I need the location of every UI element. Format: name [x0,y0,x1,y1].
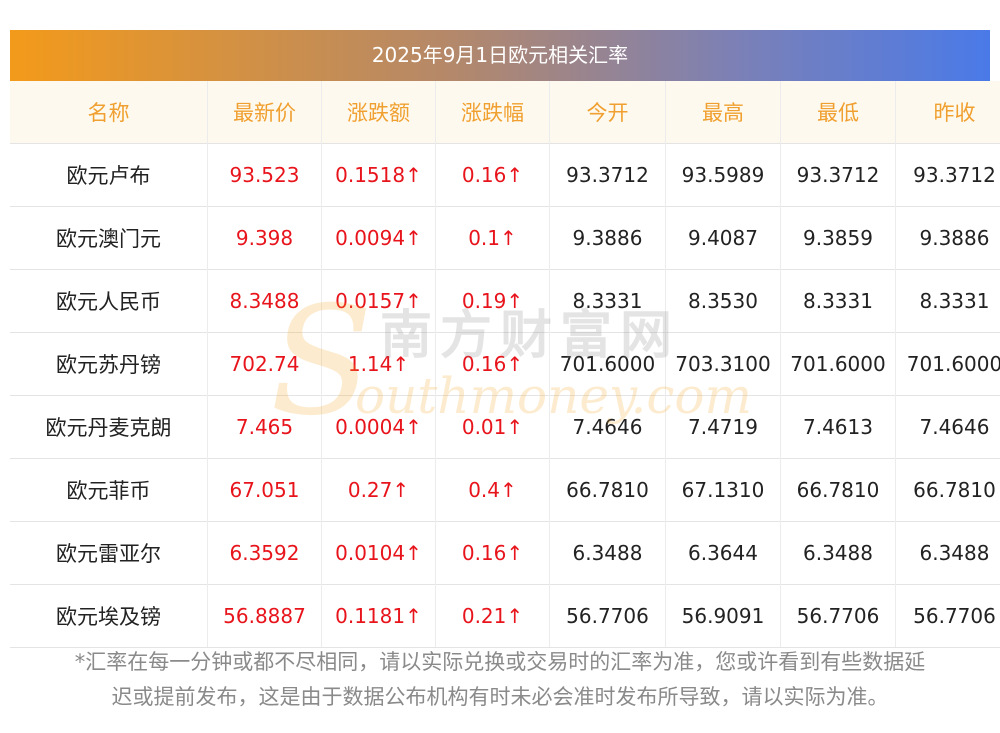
cell-prev: 56.7706 [895,584,1000,648]
cell-low: 93.3712 [780,143,896,207]
table-row: 欧元卢布 93.523 0.1518↑ 0.16↑ 93.3712 93.5989 93.3… [10,143,1000,207]
cell-change: 0.0094↑ [321,206,436,270]
cell-prev: 66.7810 [895,458,1000,522]
table-row: 欧元雷亚尔 6.3592 0.0104↑ 0.16↑ 6.3488 6.3644 6.348… [10,521,1000,585]
table-row: 欧元人民币 8.3488 0.0157↑ 0.19↑ 8.3331 8.3530 8.333… [10,269,1000,333]
cell-high: 93.5989 [665,143,781,207]
cell-name: 欧元澳门元 [10,206,208,270]
column-header-open: 今开 [549,81,666,144]
footnote-line-2: 迟或提前发布，这是由于数据公布机构有时未必会准时发布所导致，请以实际为准。 [111,685,889,709]
cell-low: 9.3859 [780,206,896,270]
cell-open: 8.3331 [549,269,666,333]
table-header-row: 名称 最新价 涨跌额 涨跌幅 今开 最高 最低 昨收 [10,81,1000,144]
cell-pct: 0.1↑ [435,206,550,270]
rates-table: 名称 最新价 涨跌额 涨跌幅 今开 最高 最低 昨收 欧元卢布 93.523 0.1… [10,81,1000,648]
cell-high: 8.3530 [665,269,781,333]
cell-prev: 6.3488 [895,521,1000,585]
table-row: 欧元菲币 67.051 0.27↑ 0.4↑ 66.7810 67.1310 66.7810… [10,458,1000,522]
cell-pct: 0.4↑ [435,458,550,522]
cell-open: 66.7810 [549,458,666,522]
cell-change: 1.14↑ [321,332,436,396]
cell-change: 0.0004↑ [321,395,436,459]
cell-open: 701.6000 [549,332,666,396]
cell-high: 703.3100 [665,332,781,396]
cell-low: 56.7706 [780,584,896,648]
cell-name: 欧元菲币 [10,458,208,522]
cell-open: 9.3886 [549,206,666,270]
cell-pct: 0.16↑ [435,332,550,396]
cell-change: 0.27↑ [321,458,436,522]
cell-prev: 8.3331 [895,269,1000,333]
footnote-line-1: *汇率在每一分钟或都不尽相同，请以实际兑换或交易时的汇率为准，您或许看到有些数据… [74,650,926,674]
cell-low: 6.3488 [780,521,896,585]
column-header-name: 名称 [10,81,208,144]
cell-open: 7.4646 [549,395,666,459]
cell-change: 0.1181↑ [321,584,436,648]
cell-pct: 0.16↑ [435,521,550,585]
cell-name: 欧元卢布 [10,143,208,207]
cell-latest: 93.523 [207,143,322,207]
cell-name: 欧元丹麦克朗 [10,395,208,459]
column-header-low: 最低 [780,81,896,144]
column-header-latest: 最新价 [207,81,322,144]
cell-low: 8.3331 [780,269,896,333]
cell-high: 67.1310 [665,458,781,522]
column-header-pct: 涨跌幅 [435,81,550,144]
column-header-prev: 昨收 [895,81,1000,144]
cell-change: 0.0104↑ [321,521,436,585]
cell-pct: 0.21↑ [435,584,550,648]
cell-latest: 6.3592 [207,521,322,585]
column-header-change: 涨跌额 [321,81,436,144]
cell-latest: 67.051 [207,458,322,522]
table-row: 欧元苏丹镑 702.74 1.14↑ 0.16↑ 701.6000 703.3100 701… [10,332,1000,396]
cell-open: 6.3488 [549,521,666,585]
cell-high: 6.3644 [665,521,781,585]
cell-low: 7.4613 [780,395,896,459]
cell-prev: 93.3712 [895,143,1000,207]
cell-latest: 9.398 [207,206,322,270]
cell-low: 701.6000 [780,332,896,396]
cell-prev: 9.3886 [895,206,1000,270]
footnote: *汇率在每一分钟或都不尽相同，请以实际兑换或交易时的汇率为准，您或许看到有些数据… [10,645,990,715]
cell-open: 93.3712 [549,143,666,207]
cell-name: 欧元雷亚尔 [10,521,208,585]
cell-pct: 0.19↑ [435,269,550,333]
cell-latest: 8.3488 [207,269,322,333]
cell-latest: 702.74 [207,332,322,396]
cell-high: 56.9091 [665,584,781,648]
cell-change: 0.0157↑ [321,269,436,333]
cell-name: 欧元人民币 [10,269,208,333]
table-row: 欧元澳门元 9.398 0.0094↑ 0.1↑ 9.3886 9.4087 9.3859 9… [10,206,1000,270]
page-title: 2025年9月1日欧元相关汇率 [10,30,990,81]
cell-name: 欧元苏丹镑 [10,332,208,396]
cell-pct: 0.16↑ [435,143,550,207]
cell-open: 56.7706 [549,584,666,648]
cell-pct: 0.01↑ [435,395,550,459]
cell-high: 7.4719 [665,395,781,459]
cell-name: 欧元埃及镑 [10,584,208,648]
table-row: 欧元埃及镑 56.8887 0.1181↑ 0.21↑ 56.7706 56.9091 56… [10,584,1000,648]
cell-high: 9.4087 [665,206,781,270]
cell-latest: 7.465 [207,395,322,459]
cell-prev: 7.4646 [895,395,1000,459]
cell-latest: 56.8887 [207,584,322,648]
cell-prev: 701.6000 [895,332,1000,396]
column-header-high: 最高 [665,81,781,144]
cell-change: 0.1518↑ [321,143,436,207]
table-row: 欧元丹麦克朗 7.465 0.0004↑ 0.01↑ 7.4646 7.4719 7.461… [10,395,1000,459]
cell-low: 66.7810 [780,458,896,522]
